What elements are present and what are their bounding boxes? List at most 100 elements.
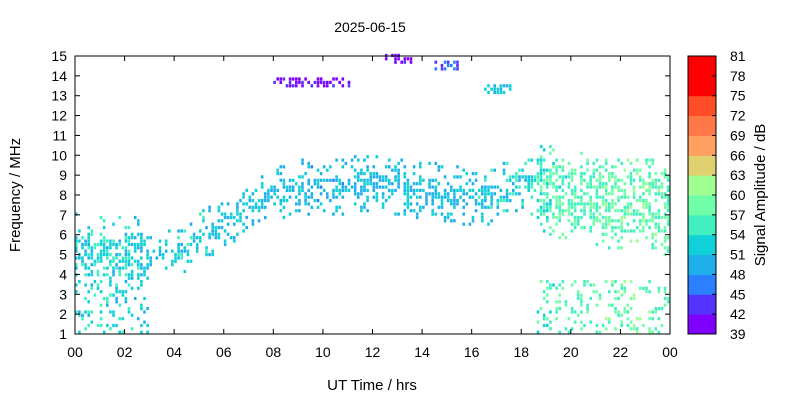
heatmap-cell	[87, 323, 90, 328]
heatmap-cell	[248, 199, 252, 203]
heatmap-cell	[341, 77, 345, 81]
heatmap-cell	[106, 256, 109, 260]
heatmap-cell	[109, 327, 112, 331]
heatmap-cell	[140, 280, 143, 284]
heatmap-cell	[180, 242, 183, 247]
heatmap-cell	[558, 293, 561, 297]
heatmap-cell	[211, 229, 214, 233]
heatmap-cell	[614, 310, 617, 314]
heatmap-cell	[505, 199, 509, 203]
heatmap-cell	[229, 212, 233, 216]
heatmap-cell	[220, 212, 224, 216]
heatmap-cell	[555, 205, 558, 209]
heatmap-cell	[366, 199, 369, 203]
heatmap-cell	[440, 165, 444, 169]
heatmap-cell	[623, 310, 627, 314]
heatmap-cell	[251, 219, 255, 223]
heatmap-cell	[267, 195, 270, 199]
heatmap-cell	[549, 182, 552, 186]
heatmap-cell	[586, 182, 589, 186]
heatmap-cell	[645, 188, 648, 192]
heatmap-cell	[654, 232, 658, 236]
heatmap-cell	[663, 195, 667, 199]
heatmap-cell	[539, 158, 543, 162]
heatmap-cell	[589, 185, 592, 189]
heatmap-cell	[412, 188, 416, 192]
heatmap-cell	[481, 212, 484, 216]
heatmap-cell	[629, 239, 633, 243]
heatmap-cell	[242, 209, 245, 213]
heatmap-cell	[518, 178, 521, 182]
heatmap-cell	[301, 182, 304, 186]
heatmap-cell	[130, 236, 134, 240]
heatmap-cell	[490, 87, 493, 91]
heatmap-cell	[604, 158, 608, 162]
heatmap-cell	[614, 202, 617, 206]
heatmap-cell	[608, 246, 611, 250]
heatmap-cell	[515, 175, 518, 179]
heatmap-cell	[620, 320, 623, 324]
heatmap-cell	[180, 253, 183, 257]
heatmap-cell	[549, 327, 552, 331]
heatmap-cell	[601, 165, 605, 169]
heatmap-cell	[112, 256, 115, 260]
heatmap-cell	[199, 236, 202, 240]
heatmap-cell	[648, 182, 651, 186]
heatmap-cell	[555, 158, 558, 162]
heatmap-cell	[149, 263, 152, 267]
heatmap-cell	[180, 229, 183, 233]
heatmap-cell	[614, 175, 617, 179]
heatmap-cell	[288, 195, 292, 199]
heatmap-cell	[90, 286, 94, 290]
heatmap-cell	[223, 242, 227, 247]
heatmap-cell	[372, 175, 376, 179]
heatmap-cell	[632, 195, 636, 199]
heatmap-cell	[403, 202, 407, 206]
heatmap-cell	[542, 212, 546, 216]
heatmap-cell	[608, 222, 611, 226]
heatmap-cell	[542, 158, 546, 162]
heatmap-cell	[657, 192, 661, 196]
heatmap-cell	[666, 300, 670, 304]
heatmap-cell	[326, 178, 329, 182]
heatmap-cell	[524, 178, 527, 182]
heatmap-cell	[109, 310, 112, 314]
heatmap-cell	[635, 327, 639, 331]
heatmap-cell	[341, 158, 345, 162]
heatmap-cell	[558, 209, 561, 213]
heatmap-cell	[140, 242, 143, 247]
heatmap-cell	[124, 246, 128, 250]
heatmap-cell	[614, 178, 617, 182]
heatmap-cell	[403, 165, 407, 169]
heatmap-cell	[75, 263, 78, 267]
heatmap-cell	[388, 158, 391, 162]
heatmap-cell	[99, 256, 103, 260]
heatmap-cell	[620, 293, 623, 297]
heatmap-cell	[663, 239, 667, 243]
heatmap-cell	[456, 67, 459, 71]
heatmap-cell	[96, 259, 100, 263]
heatmap-cell	[301, 188, 304, 192]
heatmap-cell	[279, 178, 283, 182]
heatmap-cell	[462, 212, 465, 216]
heatmap-cell	[586, 202, 589, 206]
heatmap-cell	[549, 151, 552, 155]
heatmap-cell	[322, 165, 326, 169]
heatmap-cell	[546, 185, 549, 189]
heatmap-cell	[149, 259, 152, 263]
colorbar-tick-label: 81	[730, 48, 746, 64]
heatmap-cell	[487, 84, 490, 88]
heatmap-cell	[465, 172, 469, 176]
heatmap-cell	[666, 246, 670, 250]
heatmap-cell	[102, 273, 106, 277]
heatmap-cell	[604, 232, 608, 236]
heatmap-cell	[614, 209, 617, 213]
heatmap-cell	[406, 185, 410, 189]
heatmap-cell	[434, 195, 438, 199]
heatmap-cell	[375, 172, 379, 176]
heatmap-cell	[589, 195, 592, 199]
heatmap-cell	[558, 215, 561, 220]
heatmap-cell	[214, 236, 218, 240]
heatmap-cell	[608, 215, 611, 220]
heatmap-cell	[211, 226, 214, 230]
